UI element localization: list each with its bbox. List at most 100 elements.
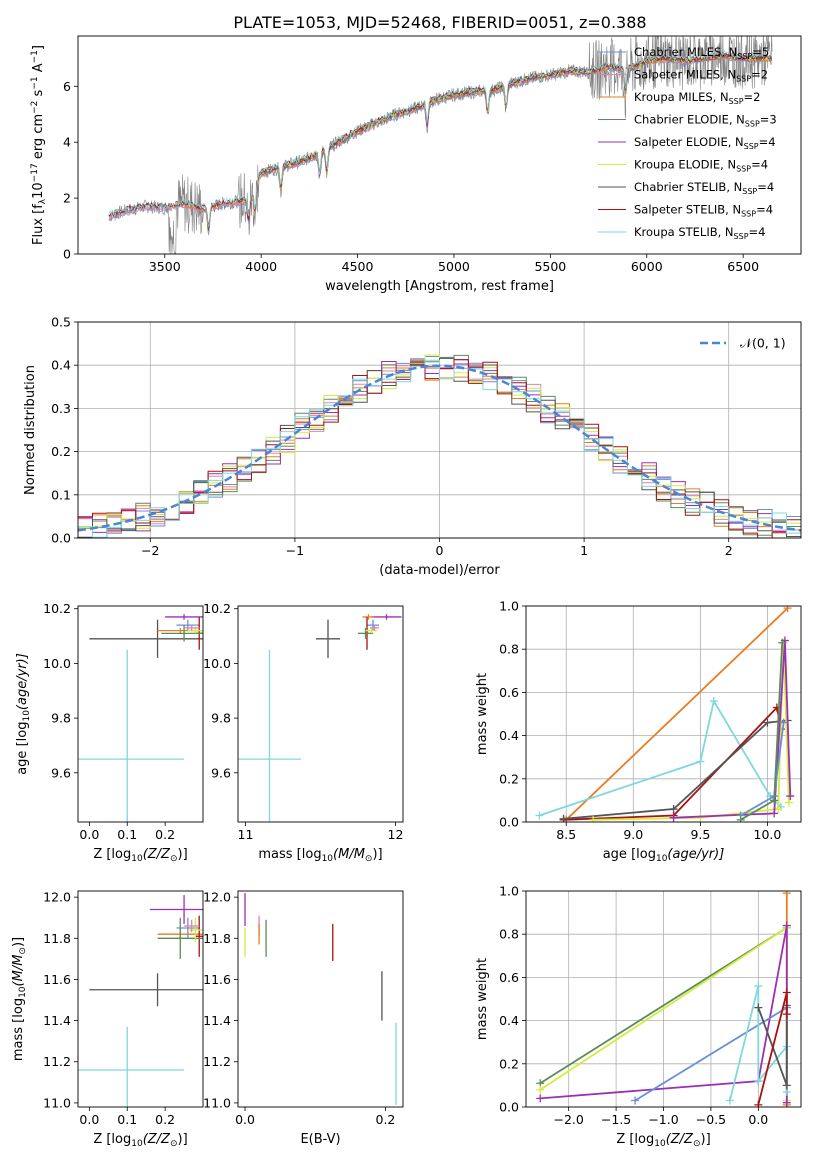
x-tick-label: 2 (725, 543, 733, 558)
y-tick-label: 11.6 (203, 972, 231, 987)
label-part: SSP (741, 210, 756, 219)
y-tick-label: 1.0 (499, 599, 519, 614)
label-part: s (31, 89, 46, 100)
label-part: (data-model)/error (379, 563, 500, 578)
axes-frame (77, 605, 204, 823)
label-part: SSP (729, 97, 744, 106)
label-part: ⊙ (18, 947, 28, 955)
legend-label: Chabrier ELODIE, NSSP=3 (634, 113, 777, 129)
x-tick-label: 0.2 (155, 827, 175, 842)
x-tick-label: 11 (238, 827, 254, 842)
x-tick-label: 4500 (342, 259, 374, 274)
weight-point-chabrier-elodie (736, 815, 745, 822)
weight-point-kroupa-elodie (784, 798, 793, 807)
y-tick-label: 11.0 (203, 1095, 231, 1110)
x-tick-label: 0.0 (79, 827, 99, 842)
x-axis-label: wavelength [Angstrom, rest frame] (325, 279, 554, 294)
label-part: (Z/Z (143, 847, 171, 862)
model-line-salpeter-stelib (108, 51, 772, 227)
label-part: (age/yr)] (15, 653, 30, 710)
weight-point-salpeter-stelib (754, 1100, 763, 1107)
weight-point-chabrier-miles (631, 1096, 640, 1105)
y-tick-label: 12.0 (203, 890, 231, 905)
axes-frame (77, 890, 204, 1108)
weight-point-kroupa-stelib (696, 757, 705, 766)
x-tick-label: −2.0 (553, 1112, 583, 1127)
x-tick-label: 0.0 (79, 1112, 99, 1127)
figure-title: PLATE=1053, MJD=52468, FIBERID=0051, z=0… (233, 13, 646, 32)
y-tick-label: 11.0 (43, 1095, 71, 1110)
label-part: ⊙ (693, 1139, 701, 1149)
panel-spectrum: 3500 4000 4500 5000 5500 6000 6500 0 2 4 6 Chabrier… (30, 35, 802, 294)
panel-age_vs_Z: 0.0 0.1 0.29.69.810.010.2Z [log10(Z/Z⊙)]ag… (15, 601, 204, 864)
label-part: =4 (756, 203, 773, 217)
axes-frame (237, 890, 404, 1108)
y-tick-label: 10.0 (43, 656, 71, 671)
label-part: SSP (745, 120, 760, 129)
y-tick-label: 0.2 (499, 1056, 519, 1071)
y-tick-label: 0.1 (51, 487, 71, 502)
weight-point-chabrier-elodie (778, 638, 787, 647)
weight-point-salpeter-stelib (782, 1010, 791, 1019)
x-tick-label: −1.0 (648, 1112, 678, 1127)
label-part: 10 (18, 986, 28, 998)
label-part: A (31, 63, 46, 76)
x-axis-label: age [log10(age/yr)] (603, 847, 725, 864)
y-tick-label: 9.6 (211, 765, 231, 780)
label-part: 10 (22, 710, 32, 722)
weight-point-salpeter-elodie (786, 792, 795, 801)
axes-frame (237, 605, 404, 823)
y-tick-label: 0.2 (499, 771, 519, 786)
label-part: Kroupa MILES, N (634, 90, 729, 104)
x-axis-label: Z [log10(Z/Z⊙)] (616, 1132, 710, 1149)
label-part: =2 (744, 90, 761, 104)
y-tick-label: 9.8 (211, 711, 231, 726)
legend-label: Salpeter ELODIE, NSSP=4 (634, 135, 776, 151)
label-part: Z [log (93, 1132, 131, 1147)
x-tick-label: 9.5 (690, 827, 710, 842)
label-part: )] (178, 1132, 188, 1147)
y-tick-label: 0.4 (499, 728, 519, 743)
label-part: Salpeter STELIB, N (634, 203, 741, 217)
weight-point-kroupa-stelib (535, 811, 544, 820)
y-tick-label: 11.4 (203, 1013, 231, 1028)
label-part: (age/yr)] (667, 847, 724, 862)
label-part: ] (31, 45, 46, 50)
x-tick-label: 0.0 (235, 1112, 255, 1127)
label-part: mass [log (11, 998, 26, 1061)
label-part: Chabrier ELODIE, N (634, 113, 745, 127)
plot-area-massweight_vs_Z (536, 891, 791, 1107)
label-part: SSP (736, 75, 751, 84)
x-tick-label: −0.5 (696, 1112, 726, 1127)
label-part: =4 (759, 135, 776, 149)
label-part: Chabrier MILES, N (634, 45, 737, 59)
label-part: Normed distribution (23, 365, 38, 495)
x-tick-label: 0.1 (117, 827, 137, 842)
y-axis-label: mass weight (475, 673, 490, 755)
weight-point-salpeter-elodie (782, 1098, 791, 1107)
legend-label: Salpeter MILES, NSSP=2 (634, 68, 768, 84)
label-part: =4 (749, 225, 766, 239)
x-axis-label: Z [log10(Z/Z⊙)] (93, 1132, 187, 1149)
panel-mass_vs_Z: 0.0 0.1 0.211.011.211.411.611.812.0Z [log1… (11, 890, 204, 1149)
label-part: Z [log (93, 847, 131, 862)
histogram-kroupa-stelib (78, 359, 801, 538)
label-part: −2 (30, 101, 40, 114)
x-tick-label: 5000 (438, 259, 470, 274)
panel-massweight_vs_Z: −2.0 −1.5 −1.0 −0.5 0.0 0.0 0.2 0.4 0.6 0.8 1.0 Z [… (475, 884, 802, 1149)
label-part: 10 (31, 182, 46, 199)
x-tick-label: 5500 (534, 259, 566, 274)
label-part: 10 (131, 854, 143, 864)
y-axis-label: Normed distribution (23, 365, 38, 495)
y-tick-label: 9.6 (51, 765, 71, 780)
label-part: Salpeter ELODIE, N (634, 135, 744, 149)
label-part: 10 (322, 854, 334, 864)
histogram-kroupa-miles (78, 360, 801, 538)
x-tick-label: 0.2 (155, 1112, 175, 1127)
x-tick-label: 9.0 (623, 827, 643, 842)
weight-point-chabrier-miles (779, 718, 788, 727)
x-axis-label: mass [log10(M/M⊙)] (258, 847, 382, 864)
